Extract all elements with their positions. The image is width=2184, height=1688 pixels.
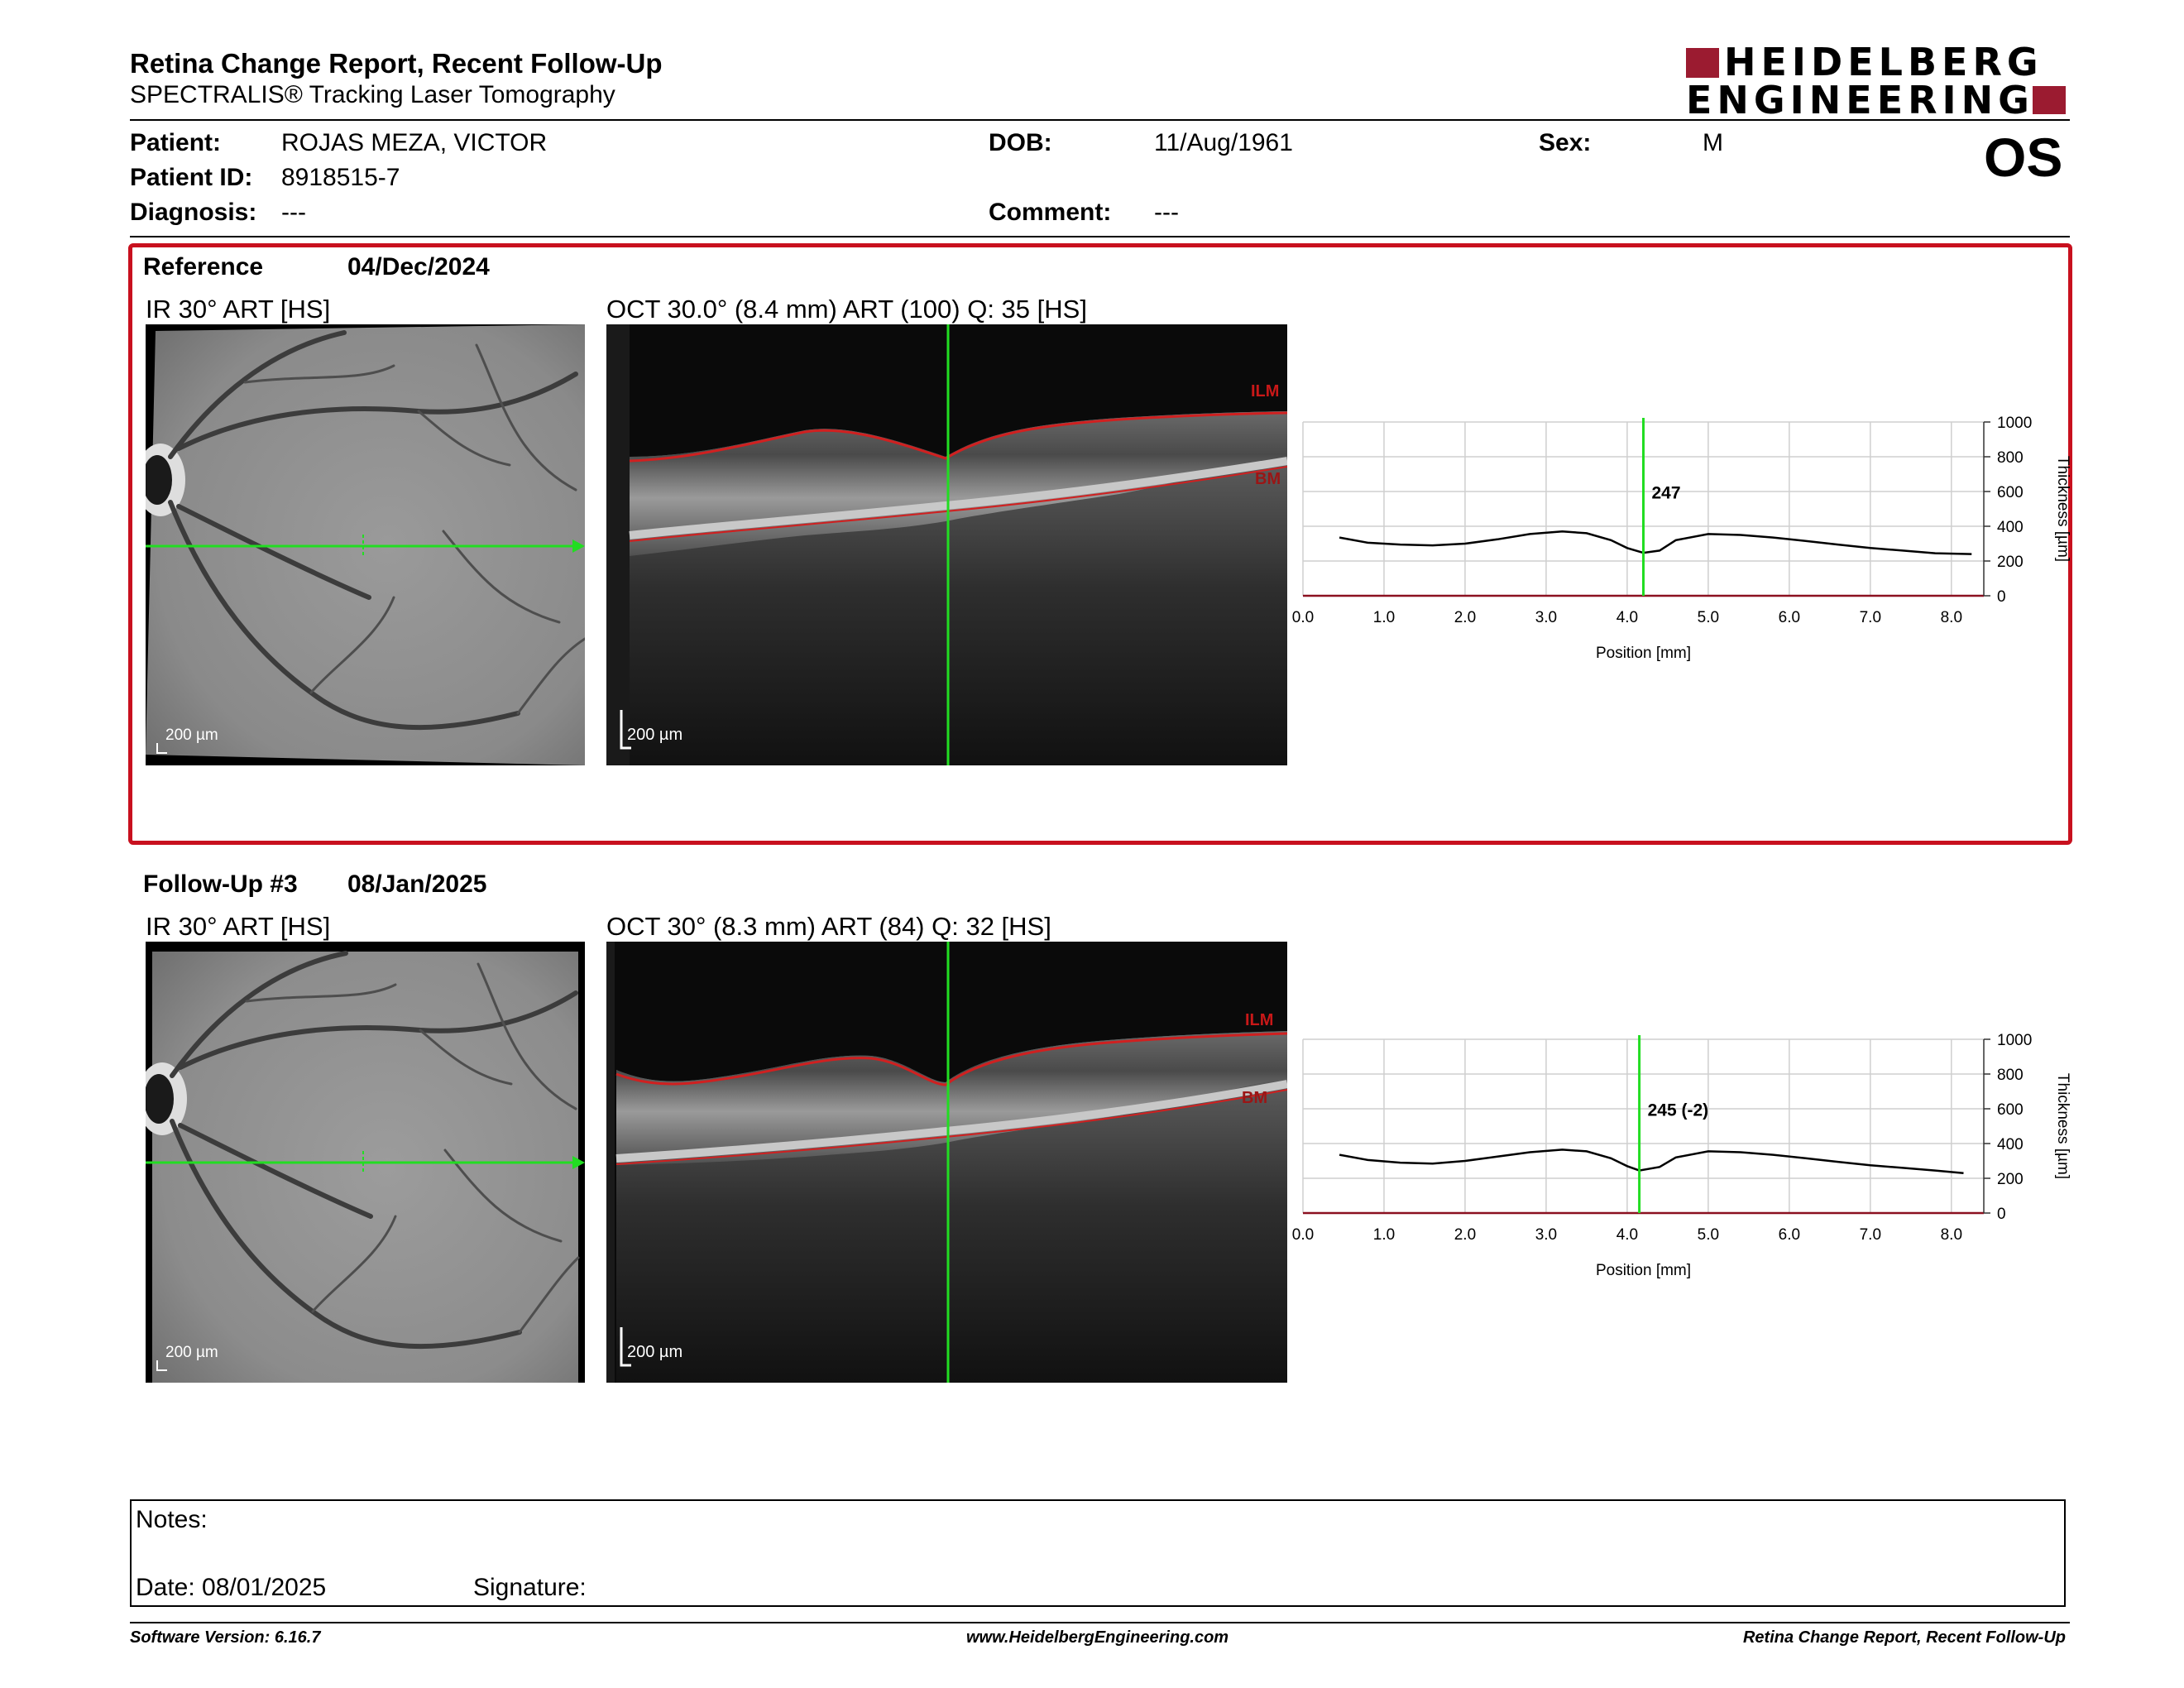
chart-y-tick-label: 1000: [1997, 415, 2032, 432]
chart-x-tick-label: 7.0: [1860, 1226, 1881, 1244]
chart-x-tick-label: 8.0: [1941, 1226, 1962, 1244]
chart-y-tick-label: 400: [1997, 519, 2024, 536]
chart-x-tick-label: 2.0: [1454, 609, 1476, 626]
chart-marker-value-label: 245 (-2): [1648, 1101, 1709, 1120]
chart-y-tick-label: 800: [1997, 1067, 2024, 1084]
diagnosis-value: ---: [281, 199, 306, 226]
patient-id-label: Patient ID:: [130, 164, 253, 191]
reference-bm-label: BM: [1255, 470, 1281, 488]
patient-id: 8918515-7: [281, 164, 400, 191]
chart-y-tick-label: 600: [1997, 484, 2024, 501]
chart-x-tick-label: 8.0: [1941, 609, 1962, 626]
chart-y-tick-label: 200: [1997, 1171, 2024, 1188]
chart-x-tick-label: 3.0: [1535, 609, 1557, 626]
chart-x-tick-label: 0.0: [1292, 609, 1314, 626]
notes-label: Notes:: [136, 1506, 208, 1533]
chart-y-tick-label: 400: [1997, 1136, 2024, 1153]
chart-y-tick-label: 200: [1997, 554, 2024, 571]
reference-oct-image: ILM BM 200 µm: [606, 324, 1287, 765]
chart-x-tick-label: 0.0: [1292, 1226, 1314, 1244]
sex-value: M: [1703, 129, 1723, 156]
followup-date: 08/Jan/2025: [347, 870, 487, 898]
reference-oct-title: OCT 30.0° (8.4 mm) ART (100) Q: 35 [HS]: [606, 295, 1087, 324]
report-title: Retina Change Report, Recent Follow-Up: [130, 48, 663, 79]
patient-name: ROJAS MEZA, VICTOR: [281, 129, 548, 156]
followup-oct-image: ILM BM 200 µm: [606, 942, 1287, 1383]
chart-thickness-line: [1339, 530, 1972, 555]
chart-x-tick-label: 5.0: [1698, 609, 1719, 626]
followup-thickness-chart: 0.0 1.0 2.0 3.0 4.0 5.0 6.0 7.0 8.0 0 200 400 600 800…: [1292, 1032, 2071, 1279]
followup-ir-scale: 200 µm: [165, 1344, 218, 1361]
followup-ir-title: IR 30° ART [HS]: [146, 912, 331, 941]
header-rule: [130, 119, 2070, 121]
signature-label: Signature:: [473, 1574, 587, 1601]
reference-date: 04/Dec/2024: [347, 253, 490, 281]
comment-value: ---: [1154, 199, 1179, 226]
chart-x-tick-label: 7.0: [1860, 609, 1881, 626]
reference-label: Reference: [143, 253, 264, 281]
chart-y-tick-label: 800: [1997, 449, 2024, 467]
chart-y-tick-label: 0: [1997, 1206, 2006, 1223]
diagnosis-label: Diagnosis:: [130, 199, 257, 226]
chart-y-tick-label: 1000: [1997, 1032, 2032, 1049]
comment-label: Comment:: [989, 199, 1112, 226]
software-version: Software Version: 6.16.7: [130, 1628, 321, 1647]
notes-box: Notes: Date: 08/01/2025 Signature:: [130, 1499, 2066, 1607]
chart-x-tick-label: 2.0: [1454, 1226, 1476, 1244]
reference-ir-image: 200 µm: [146, 324, 585, 765]
chart-x-axis-label: Position [mm]: [1596, 1262, 1691, 1279]
followup-bm-label: BM: [1242, 1089, 1268, 1107]
chart-x-tick-label: 1.0: [1373, 1226, 1395, 1244]
patient-label: Patient:: [130, 129, 222, 156]
dob-value: 11/Aug/1961: [1154, 129, 1293, 156]
followup-ir-image: 200 µm: [146, 942, 585, 1383]
reference-box: [128, 243, 2072, 845]
chart-x-axis-label: Position [mm]: [1596, 645, 1691, 662]
chart-y-tick-label: 0: [1997, 588, 2006, 606]
reference-ilm-label: ILM: [1251, 382, 1280, 400]
reference-ir-title: IR 30° ART [HS]: [146, 295, 331, 324]
chart-x-tick-label: 5.0: [1698, 1226, 1719, 1244]
followup-ilm-label: ILM: [1245, 1011, 1274, 1029]
chart-x-tick-label: 4.0: [1616, 609, 1638, 626]
chart-x-tick-label: 6.0: [1779, 609, 1800, 626]
reference-ir-scale: 200 µm: [165, 727, 218, 744]
sex-label: Sex:: [1539, 129, 1592, 156]
chart-x-tick-label: 3.0: [1535, 1226, 1557, 1244]
chart-x-tick-label: 4.0: [1616, 1226, 1638, 1244]
followup-label: Follow-Up #3: [143, 870, 298, 898]
chart-marker-value-label: 247: [1652, 483, 1681, 502]
followup-oct-title: OCT 30° (8.3 mm) ART (84) Q: 32 [HS]: [606, 912, 1051, 941]
chart-y-axis-label: Thickness [µm]: [2054, 1073, 2071, 1179]
reference-oct-scale: 200 µm: [627, 726, 683, 744]
chart-x-tick-label: 1.0: [1373, 609, 1395, 626]
footer-report-name: Retina Change Report, Recent Follow-Up: [1742, 1628, 2066, 1647]
followup-oct-scale: 200 µm: [627, 1343, 683, 1361]
chart-x-tick-label: 6.0: [1779, 1226, 1800, 1244]
website-link[interactable]: www.HeidelbergEngineering.com: [966, 1628, 1229, 1647]
dob-label: DOB:: [989, 129, 1052, 156]
chart-y-axis-label: Thickness [µm]: [2054, 456, 2071, 562]
logo-line-2: ENGINEERING: [1686, 78, 2034, 122]
patient-rule: [130, 236, 2070, 237]
notes-date: Date: 08/01/2025: [136, 1574, 327, 1601]
chart-y-tick-label: 600: [1997, 1101, 2024, 1119]
eye-indicator: OS: [1984, 127, 2063, 188]
reference-thickness-chart: 0.0 1.0 2.0 3.0 4.0 5.0 6.0 7.0 8.0 0 200 400 600 800…: [1292, 415, 2071, 662]
logo-line-1: HEIDELBERG: [1724, 40, 2043, 84]
report-subtitle: SPECTRALIS® Tracking Laser Tomography: [130, 81, 615, 108]
footer-rule: [130, 1622, 2070, 1623]
